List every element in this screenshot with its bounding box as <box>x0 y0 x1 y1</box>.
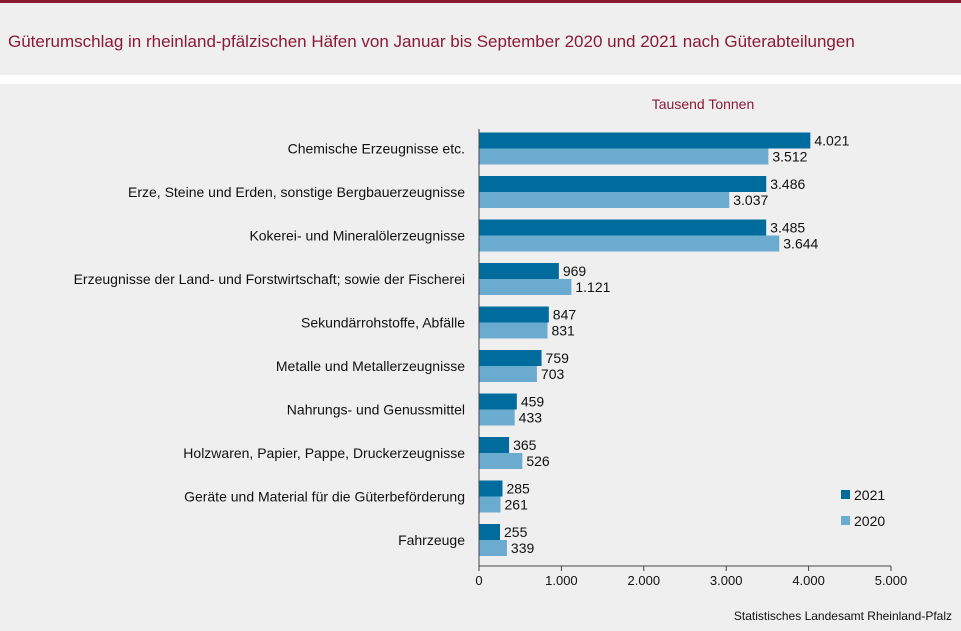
data-label-2020: 831 <box>551 323 575 339</box>
bar-2020 <box>479 453 523 469</box>
chart-title: Güterumschlag in rheinland-pfälzischen H… <box>8 32 855 51</box>
header: Güterumschlag in rheinland-pfälzischen H… <box>0 3 961 75</box>
data-label-2020: 3.037 <box>733 192 768 208</box>
data-label-2020: 339 <box>511 540 535 556</box>
bar-2021 <box>479 219 767 236</box>
legend-label-2021: 2021 <box>854 487 885 503</box>
category-label: Nahrungs- und Genussmittel <box>287 402 465 418</box>
data-label-2020: 703 <box>541 366 565 382</box>
bar-2020 <box>479 148 769 165</box>
bar-2021 <box>479 393 517 410</box>
data-label-2020: 433 <box>519 410 543 426</box>
unit-label: Tausend Tonnen <box>652 96 755 112</box>
category-label: Sekundärrohstoffe, Abfälle <box>301 315 465 331</box>
source-note: Statistisches Landesamt Rheinland-Pfalz <box>734 609 952 623</box>
data-label-2021: 3.486 <box>770 176 805 192</box>
data-label-2020: 261 <box>505 497 529 513</box>
bar-2020 <box>479 279 572 295</box>
data-label-2021: 759 <box>546 350 570 366</box>
category-label: Erzeugnisse der Land- und Forstwirtschaf… <box>74 271 465 287</box>
x-tick-label: 1.000 <box>545 573 578 588</box>
category-label: Metalle und Metallerzeugnisse <box>276 358 465 374</box>
bar-2021 <box>479 306 549 323</box>
bar-2020 <box>479 235 780 252</box>
category-label: Geräte und Material für die Güterbeförde… <box>184 489 465 505</box>
category-label: Chemische Erzeugnisse etc. <box>288 141 465 157</box>
category-label: Kokerei- und Mineralölerzeugnisse <box>249 228 465 244</box>
header-divider <box>0 75 961 84</box>
category-label: Erze, Steine und Erden, sonstige Bergbau… <box>128 184 465 200</box>
top-accent-bar <box>0 0 961 3</box>
x-tick-label: 3.000 <box>710 573 743 588</box>
bar-2021 <box>479 263 559 279</box>
data-label-2021: 365 <box>513 437 537 453</box>
x-tick-label: 4.000 <box>792 573 825 588</box>
x-tick-label: 5.000 <box>875 573 908 588</box>
data-label-2021: 969 <box>563 263 587 279</box>
bar-2020 <box>479 409 515 426</box>
legend-label-2020: 2020 <box>854 513 885 529</box>
bar-2020 <box>479 496 501 513</box>
data-label-2020: 3.644 <box>783 236 818 252</box>
bar-2020 <box>479 192 730 208</box>
data-label-2020: 526 <box>526 453 550 469</box>
legend-swatch-2020 <box>841 516 850 525</box>
data-label-2021: 847 <box>553 307 577 323</box>
data-label-2021: 459 <box>521 394 545 410</box>
bar-2020 <box>479 540 507 556</box>
data-label-2021: 255 <box>504 524 528 540</box>
data-label-2021: 4.021 <box>814 133 849 149</box>
data-label-2020: 1.121 <box>575 279 610 295</box>
data-label-2021: 285 <box>506 481 530 497</box>
bar-2020 <box>479 366 537 382</box>
data-label-2020: 3.512 <box>772 149 807 165</box>
bar-2021 <box>479 480 503 497</box>
bar-2021 <box>479 132 811 149</box>
data-label-2021: 3.485 <box>770 220 805 236</box>
x-tick-label: 2.000 <box>628 573 661 588</box>
x-tick-label: 0 <box>475 573 482 588</box>
bar-2021 <box>479 524 501 540</box>
category-label: Fahrzeuge <box>398 532 465 548</box>
bar-2021 <box>479 437 510 453</box>
bar-2021 <box>479 176 767 192</box>
bar-2020 <box>479 322 548 339</box>
legend-swatch-2021 <box>841 490 850 499</box>
bar-2021 <box>479 350 542 366</box>
category-label: Holzwaren, Papier, Pappe, Druckerzeugnis… <box>183 445 465 461</box>
